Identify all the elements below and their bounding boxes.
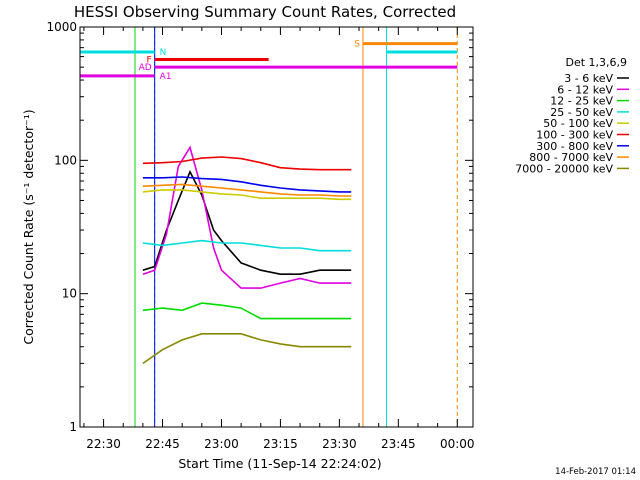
series-line bbox=[142, 183, 352, 197]
flag-label: AD bbox=[139, 63, 152, 73]
y-axis-label: Corrected Count Rate (s⁻¹ detector⁻¹) bbox=[21, 109, 36, 344]
series-line bbox=[142, 332, 352, 365]
legend-label: 50 - 100 keV bbox=[543, 117, 613, 130]
y-tick-label: 1000 bbox=[46, 20, 77, 34]
x-tick-label: 23:15 bbox=[263, 437, 298, 451]
y-axis-ticks: 1 10 100 1000 bbox=[46, 20, 473, 434]
legend-label: 7000 - 20000 keV bbox=[515, 162, 613, 175]
series-line bbox=[142, 145, 352, 289]
x-tick-label: 22:30 bbox=[86, 437, 121, 451]
y-tick-label: 10 bbox=[62, 287, 77, 301]
legend-label: 12 - 25 keV bbox=[550, 95, 613, 108]
x-axis-ticks: 22:30 22:45 23:00 23:15 23:30 23:45 00:00 bbox=[83, 27, 475, 451]
series-lines bbox=[142, 145, 352, 365]
x-axis-label: Start Time (11-Sep-14 22:24:02) bbox=[178, 456, 381, 471]
series-line bbox=[142, 302, 352, 320]
x-tick-label: 00:00 bbox=[440, 437, 475, 451]
legend-label: 6 - 12 keV bbox=[557, 83, 613, 96]
timestamp: 14-Feb-2017 01:14 bbox=[555, 467, 636, 477]
vertical-markers bbox=[79, 27, 458, 427]
flag-label: F bbox=[146, 56, 151, 66]
y-tick-label: 100 bbox=[54, 153, 77, 167]
y-tick-label: 1 bbox=[69, 420, 77, 434]
x-tick-label: 23:30 bbox=[322, 437, 357, 451]
series-line bbox=[142, 239, 352, 252]
x-tick-label: 23:45 bbox=[381, 437, 416, 451]
series-line bbox=[142, 189, 352, 201]
legend-title: Det 1,3,6,9 bbox=[565, 56, 627, 69]
x-tick-label: 23:00 bbox=[204, 437, 239, 451]
series-line bbox=[142, 176, 352, 193]
plot-frame bbox=[79, 26, 474, 428]
legend-label: 100 - 300 keV bbox=[536, 129, 613, 142]
series-line bbox=[142, 169, 352, 276]
legend-label: 25 - 50 keV bbox=[550, 106, 613, 119]
flag-label: S bbox=[354, 40, 360, 50]
chart-title: HESSI Observing Summary Count Rates, Cor… bbox=[74, 3, 456, 21]
series-line bbox=[142, 156, 352, 171]
legend-label: 3 - 6 keV bbox=[564, 72, 613, 85]
flag-label: A1 bbox=[160, 72, 172, 82]
x-tick-label: 22:45 bbox=[145, 437, 180, 451]
flag-label: N bbox=[160, 48, 167, 58]
legend-label: 800 - 7000 keV bbox=[529, 151, 613, 164]
legend-label: 300 - 800 keV bbox=[536, 140, 613, 153]
